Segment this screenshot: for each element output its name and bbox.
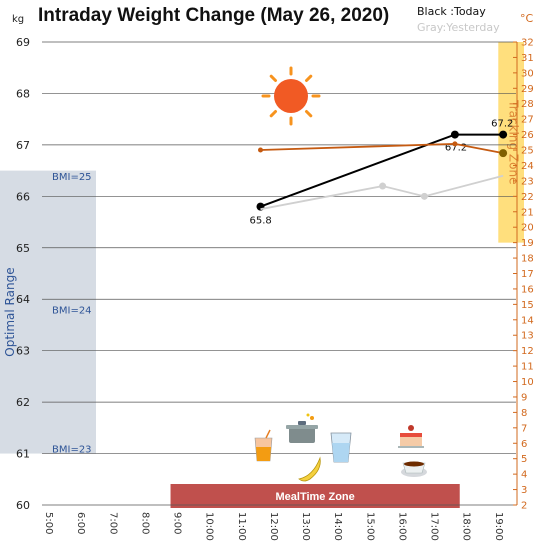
y-tick-label: 64	[16, 293, 30, 306]
y-tick-label: 60	[16, 499, 30, 512]
y2-tick-label: 29	[521, 84, 534, 95]
water-glass-icon	[330, 432, 352, 463]
x-tick-label: 10:00	[204, 512, 215, 541]
x-tick-label: 13:00	[300, 512, 311, 541]
x-tick-label: 19:00	[493, 512, 504, 541]
y-tick-label: 65	[16, 242, 30, 255]
x-tick-label: 18:00	[461, 512, 472, 541]
y2-tick-label: 20	[521, 223, 534, 234]
x-tick-label: 6:00	[75, 512, 86, 534]
y2-tick-label: 18	[521, 254, 534, 265]
y2-tick-label: 11	[521, 362, 534, 373]
sun-icon	[261, 66, 321, 126]
y2-tick-label: 2	[521, 501, 527, 512]
y2-axis-unit: °C	[520, 12, 534, 25]
y2-tick-label: 12	[521, 346, 534, 357]
y-tick-label: 67	[16, 139, 30, 152]
bmi-label: BMI=25	[52, 172, 92, 183]
x-tick-label: 5:00	[43, 512, 54, 534]
y-axis-unit: kg	[12, 14, 24, 25]
x-tick-label: 11:00	[236, 512, 247, 541]
chart-text: Intraday Weight Change (May 26, 2020) Bl…	[12, 5, 534, 34]
y2-tick-label: 13	[521, 331, 534, 342]
y-tick-label: 63	[16, 345, 30, 358]
y2-tick-label: 6	[521, 439, 527, 450]
cake-icon	[398, 425, 424, 448]
yesterday-point	[379, 182, 387, 190]
y2-tick-label: 8	[521, 408, 527, 419]
y2-tick-label: 25	[521, 146, 534, 157]
temperature-point	[499, 149, 508, 158]
y2-tick-label: 23	[521, 176, 534, 187]
y2-tick-label: 26	[521, 130, 534, 141]
bmi-label: BMI=24	[52, 306, 92, 317]
juice-icon	[254, 429, 273, 462]
x-tick-label: 8:00	[139, 512, 150, 534]
optimal-range-label: Optimal Range	[3, 267, 17, 356]
x-tick-label: 12:00	[268, 512, 279, 541]
data-label: 67.2	[445, 143, 467, 154]
y-tick-label: 68	[16, 87, 30, 100]
y2-tick-label: 17	[521, 269, 534, 280]
icons	[254, 66, 427, 482]
tracking-zone-label: Tracking Zone	[506, 99, 520, 184]
y2-tick-label: 28	[521, 99, 534, 110]
x-tick-label: 14:00	[332, 512, 343, 541]
y-tick-label: 69	[16, 36, 30, 49]
mealtime-zone-label: MealTime Zone	[276, 491, 355, 503]
y2-tick-label: 21	[521, 207, 534, 218]
y2-tick-label: 27	[521, 115, 534, 126]
legend-yesterday: Gray:Yesterday	[417, 21, 500, 34]
data-label: 67.2	[491, 119, 513, 130]
background-bands: Optimal Range BMI=25 BMI=24 BMI=23 Tracking …	[0, 42, 524, 508]
y-tick-label: 61	[16, 448, 30, 461]
y2-tick-label: 15	[521, 300, 534, 311]
axes: 6061626364656667686923456789101112131415…	[16, 36, 534, 541]
temperature-point	[452, 141, 458, 147]
y2-tick-label: 16	[521, 284, 534, 295]
temperature-point	[258, 147, 264, 153]
today-point	[450, 130, 459, 139]
x-tick-label: 17:00	[429, 512, 440, 541]
x-tick-label: 15:00	[364, 512, 375, 541]
y2-tick-label: 24	[521, 161, 534, 172]
y2-tick-label: 7	[521, 423, 527, 434]
y2-tick-label: 10	[521, 377, 534, 388]
cooking-pot-icon	[286, 413, 318, 443]
y2-tick-label: 31	[521, 53, 534, 64]
x-tick-label: 7:00	[107, 512, 118, 534]
gridlines	[42, 41, 516, 506]
mealtime-zone-bar	[170, 484, 460, 508]
banana-icon	[298, 456, 321, 482]
y2-tick-label: 5	[521, 454, 527, 465]
bmi-label: BMI=23	[52, 444, 92, 455]
y2-tick-label: 30	[521, 68, 534, 79]
optimal-range-band	[0, 170, 96, 454]
series: 65.8 67.2 67.2	[250, 119, 514, 227]
y-tick-label: 62	[16, 396, 30, 409]
yesterday-point	[420, 192, 428, 200]
yesterday-line	[260, 174, 504, 211]
y2-tick-label: 32	[521, 38, 534, 49]
x-tick-label: 16:00	[396, 512, 407, 541]
y2-tick-label: 3	[521, 485, 527, 496]
y2-tick-label: 22	[521, 192, 534, 203]
x-tick-label: 9:00	[172, 512, 183, 534]
y2-tick-label: 19	[521, 238, 534, 249]
data-label: 65.8	[250, 216, 272, 227]
y-tick-label: 66	[16, 190, 30, 203]
y2-tick-label: 4	[521, 470, 527, 481]
y2-tick-label: 9	[521, 392, 527, 403]
chart-title: Intraday Weight Change (May 26, 2020)	[38, 5, 389, 26]
today-point	[499, 130, 508, 139]
legend-today: Black :Today	[417, 5, 486, 18]
y2-tick-label: 14	[521, 315, 534, 326]
coffee-icon	[401, 461, 427, 477]
tracking-zone-band	[498, 42, 524, 243]
